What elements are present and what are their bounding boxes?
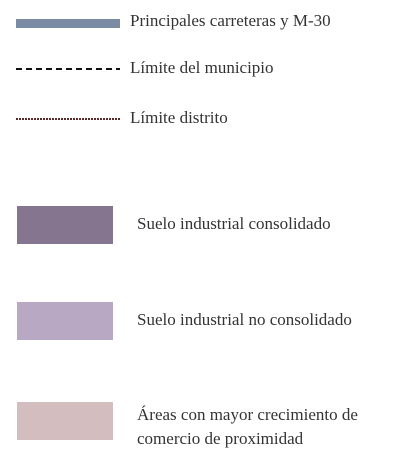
legend-label: Suelo industrial consolidado [137,214,331,233]
legend-label: Suelo industrial no consolidado [137,310,352,329]
legend-label: Límite del municipio [130,58,274,77]
unconsolidated-industrial-swatch [17,302,113,340]
legend-label: Principales carreteras y M-30 [130,11,331,30]
legend-label: Áreas con mayor crecimiento de comercio d… [137,405,358,448]
road-symbol [16,19,120,28]
legend-label: Límite distrito [130,108,228,127]
commerce-growth-swatch [17,402,113,440]
consolidated-industrial-swatch [17,206,113,244]
